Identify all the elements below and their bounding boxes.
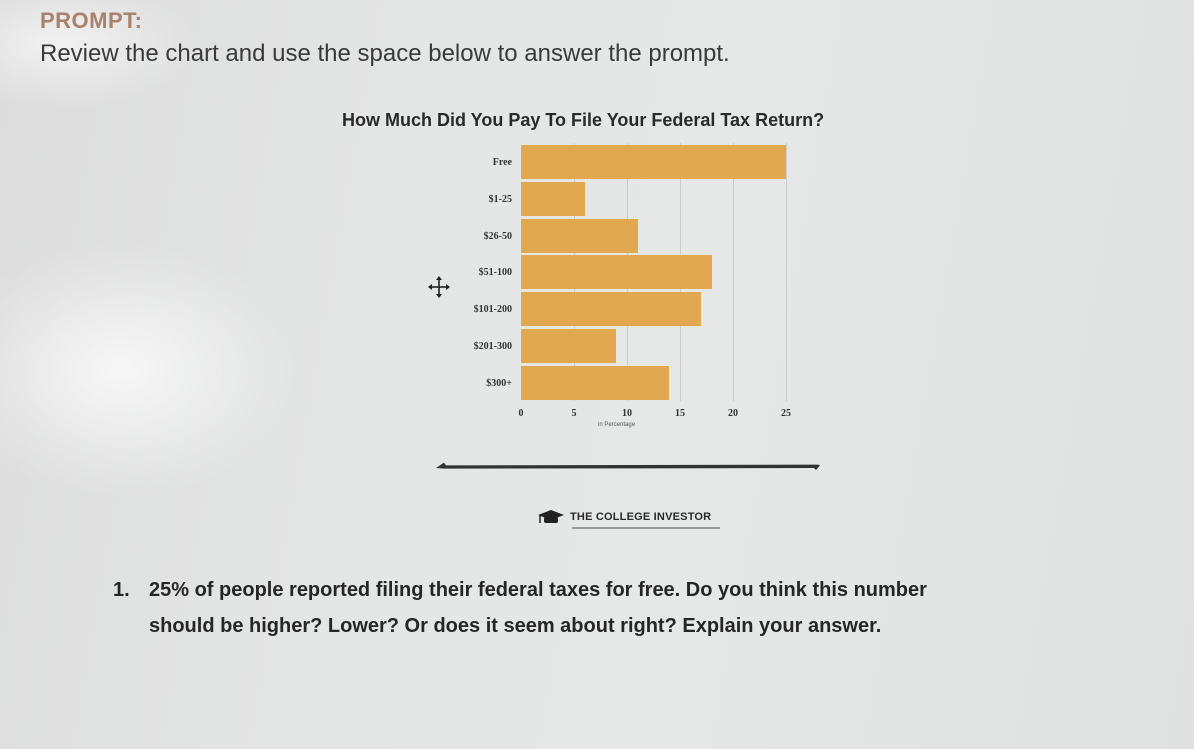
x-tick-label: 10 <box>622 408 632 419</box>
college-investor-logo: THE COLLEGE INVESTOR <box>538 510 711 524</box>
x-tick-label: 15 <box>675 408 685 419</box>
category-label: $300+ <box>486 377 512 389</box>
logo-text: THE COLLEGE INVESTOR <box>570 511 712 523</box>
bar <box>521 181 585 216</box>
question-1: 1. 25% of people reported filing their fe… <box>113 572 927 644</box>
bar <box>521 255 712 290</box>
gridline <box>733 143 734 401</box>
category-label: $101-200 <box>473 304 512 316</box>
x-tick-label: 5 <box>571 408 577 419</box>
graduation-cap-icon <box>538 510 564 523</box>
logo-tagline <box>572 527 720 529</box>
category-label: Free <box>492 157 512 168</box>
category-label: $201-300 <box>473 341 512 352</box>
bar <box>521 292 702 327</box>
chart-title: How Much Did You Pay To File Your Federa… <box>342 110 825 130</box>
bar <box>521 365 670 400</box>
x-tick-label: 0 <box>518 408 524 419</box>
x-tick-label: 20 <box>728 408 738 419</box>
category-label: $51-100 <box>478 267 512 279</box>
instructions: Review the chart and use the space below… <box>40 40 730 67</box>
bar <box>521 145 786 179</box>
gridline <box>786 143 787 401</box>
question-number: 1. <box>113 579 130 601</box>
prompt-heading: PROMPT: <box>40 8 143 33</box>
x-tick-label: 25 <box>781 408 791 419</box>
category-label: $26-50 <box>483 230 512 242</box>
bar <box>521 218 638 253</box>
x-axis-label: in Percentage <box>598 422 636 428</box>
question-line-1: 25% of people reported filing their fede… <box>149 579 927 601</box>
move-handle-icon[interactable] <box>428 276 450 298</box>
question-line-2: should be higher? Lower? Or does it seem… <box>149 615 882 637</box>
divider-arrow-line <box>436 462 820 470</box>
bar <box>521 329 617 363</box>
bar-chart <box>521 143 787 401</box>
category-label: $1-25 <box>488 193 512 205</box>
screen-glare <box>0 240 300 500</box>
